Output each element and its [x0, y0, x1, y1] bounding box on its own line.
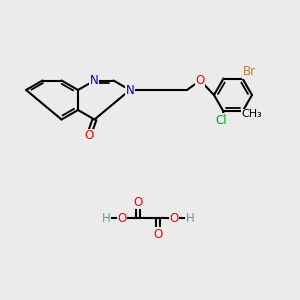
Text: N: N [125, 83, 134, 97]
Text: O: O [134, 196, 142, 208]
Text: N: N [90, 74, 99, 87]
Text: CH₃: CH₃ [241, 110, 262, 119]
Text: O: O [84, 129, 93, 142]
Text: H: H [102, 212, 110, 224]
Text: H: H [186, 212, 194, 224]
Text: O: O [196, 74, 205, 87]
Text: O: O [153, 227, 163, 241]
Text: O: O [169, 212, 178, 224]
Text: Br: Br [243, 65, 256, 78]
Text: Cl: Cl [216, 114, 227, 127]
Text: O: O [117, 212, 127, 224]
